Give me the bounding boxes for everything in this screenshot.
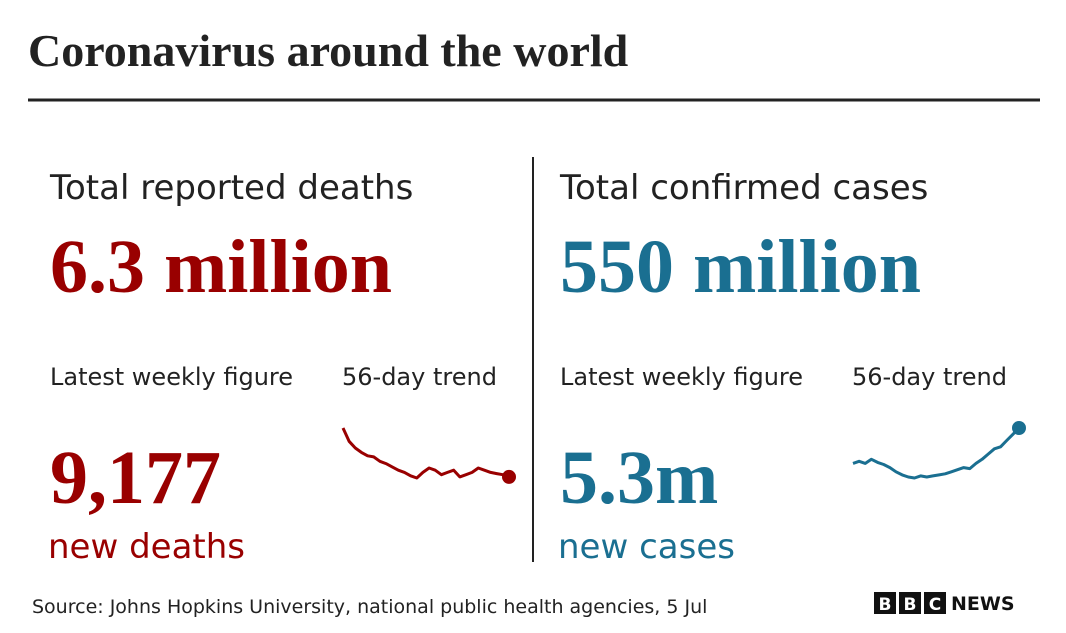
trend-line <box>852 426 1021 480</box>
logo-box <box>924 592 946 614</box>
heading: Total reported deaths <box>49 168 413 208</box>
panels: Total reported deaths 6.3 million Latest w… <box>48 168 1026 567</box>
trend-label: 56-day trend <box>852 363 1007 391</box>
logo-box <box>899 592 921 614</box>
weekly-value: 9,177 <box>50 436 221 520</box>
weekly-caption: new deaths <box>48 527 245 567</box>
trend-end-dot <box>1012 421 1026 435</box>
bbc-logo: B B C NEWS <box>874 592 1015 615</box>
logo-box <box>874 592 896 614</box>
weekly-value: 5.3m <box>560 436 718 520</box>
weekly-caption: new cases <box>558 527 735 567</box>
weekly-label: Latest weekly figure <box>50 363 293 391</box>
trend-label: 56-day trend <box>342 363 497 391</box>
logo-letter: C <box>929 595 941 615</box>
total: 550 million <box>560 225 921 309</box>
trend-end-dot <box>502 469 516 484</box>
panel: Total reported deaths 6.3 million Latest w… <box>48 168 516 567</box>
weekly-label: Latest weekly figure <box>560 363 803 391</box>
logo-news: NEWS <box>951 593 1015 615</box>
logo-letter: B <box>879 595 892 615</box>
title: Coronavirus around the world <box>28 25 629 76</box>
source: Source: Johns Hopkins University, nation… <box>32 596 707 618</box>
panel: Total confirmed cases 550 million Latest w… <box>558 168 1026 567</box>
trend-line <box>341 427 510 480</box>
total: 6.3 million <box>50 225 392 309</box>
heading: Total confirmed cases <box>559 168 928 208</box>
logo-letter: B <box>904 595 917 615</box>
